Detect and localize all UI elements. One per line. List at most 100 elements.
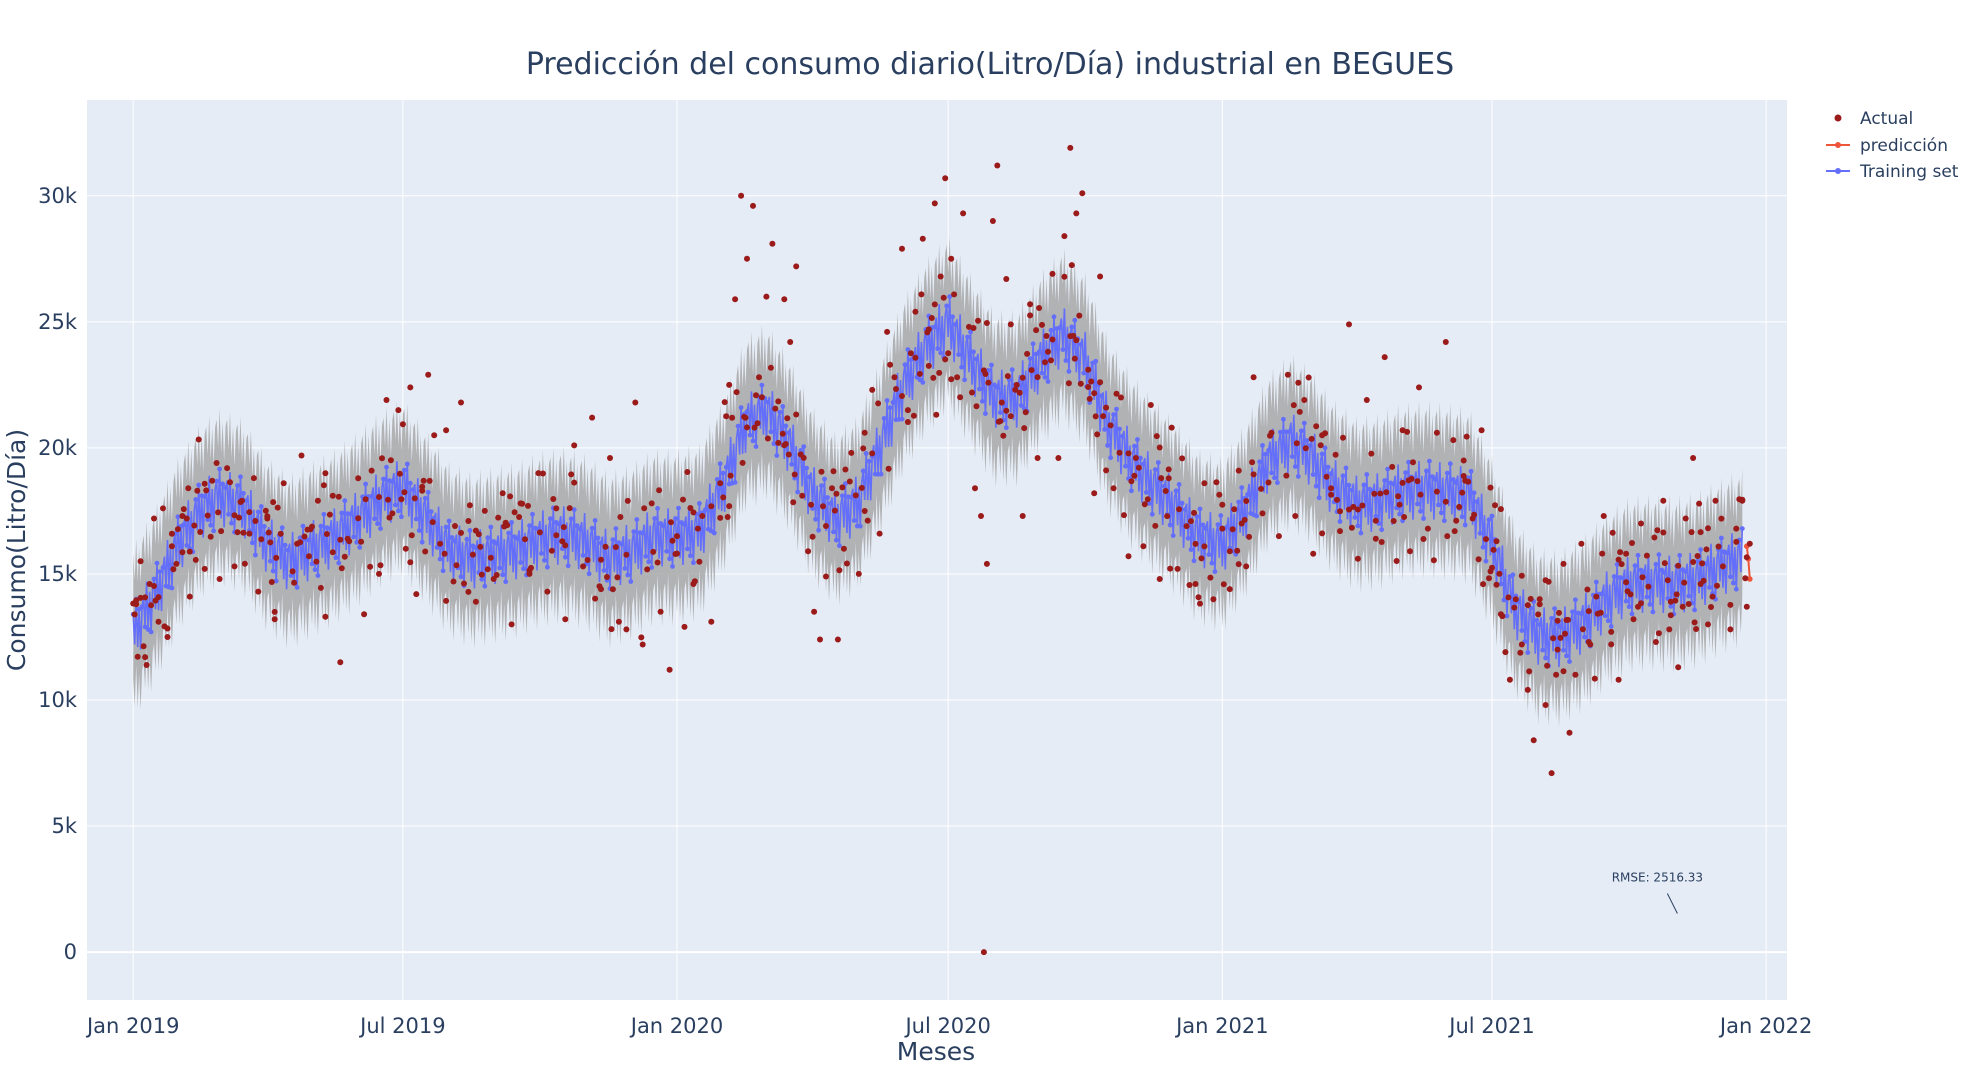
training-set-point [336, 560, 342, 566]
actual-point [1502, 649, 1509, 656]
training-set-point [610, 537, 616, 543]
actual-point [337, 536, 344, 543]
actual-point [396, 470, 403, 477]
training-set-point [458, 574, 464, 580]
actual-point [1517, 649, 1524, 656]
training-set-point [1030, 341, 1036, 347]
training-set-point [1650, 609, 1656, 615]
y-tick-label: 5k [51, 814, 77, 838]
legend-item-actual[interactable]: Actual [1834, 109, 1914, 129]
training-set-point [1599, 591, 1605, 596]
actual-point [1377, 490, 1384, 497]
training-set-point [747, 432, 753, 438]
actual-point [239, 497, 245, 504]
actual-point [201, 480, 208, 487]
training-set-point [801, 444, 807, 449]
actual-point [994, 162, 1001, 169]
actual-point [954, 374, 961, 381]
training-set-point [1415, 501, 1420, 507]
training-set-point [1495, 548, 1501, 553]
training-set-point [157, 569, 163, 574]
actual-point [648, 500, 655, 507]
training-set-point [673, 516, 678, 521]
actual-point [265, 529, 272, 536]
actual-point [793, 411, 800, 418]
actual-point [1019, 513, 1026, 519]
actual-point [790, 499, 797, 506]
training-set-point [920, 380, 926, 385]
actual-point [1164, 513, 1171, 520]
training-set-point [860, 468, 866, 474]
actual-point [1371, 490, 1378, 497]
actual-point [684, 469, 691, 475]
training-set-point [1018, 403, 1024, 408]
actual-point [1627, 591, 1634, 598]
training-set-point [965, 334, 970, 340]
actual-point [395, 407, 402, 414]
actual-point [598, 556, 604, 563]
actual-point [1113, 390, 1120, 397]
actual-point [1219, 525, 1226, 532]
training-set-point [774, 453, 780, 458]
legend-training-label: Training set [1859, 162, 1959, 182]
actual-point [174, 526, 181, 533]
actual-point [466, 502, 473, 509]
actual-point [146, 581, 153, 587]
actual-point [1019, 374, 1026, 381]
actual-point [317, 584, 324, 591]
actual-point [450, 578, 457, 585]
annotation-arrow [1666, 893, 1678, 914]
x-tick-label: Jan 2021 [1174, 1014, 1269, 1038]
training-set-point [503, 579, 509, 585]
training-set-point [1292, 464, 1298, 469]
actual-point [912, 354, 919, 361]
actual-point [674, 550, 680, 557]
actual-point [891, 374, 898, 381]
actual-point [809, 533, 816, 540]
actual-point [1268, 429, 1275, 436]
actual-point [989, 218, 996, 224]
actual-point [970, 325, 977, 331]
legend-item-prediccion[interactable]: predicción [1826, 136, 1948, 156]
training-set-point [339, 510, 345, 516]
training-set-point [601, 568, 607, 573]
legend-item-training-set[interactable]: Training set [1826, 162, 1959, 182]
actual-point [1615, 556, 1622, 563]
actual-point [1027, 301, 1034, 308]
actual-point [729, 414, 736, 421]
training-set-point [1704, 561, 1709, 567]
training-set-point [1319, 451, 1325, 457]
training-set-point [771, 441, 777, 447]
actual-point [1036, 305, 1043, 311]
training-set-point [422, 495, 428, 501]
actual-point [362, 496, 369, 503]
training-set-point [1519, 628, 1525, 633]
actual-point [1389, 463, 1396, 470]
actual-point [1085, 384, 1092, 390]
x-tick-label: Jul 2020 [903, 1014, 990, 1038]
actual-point [413, 591, 420, 598]
training-set-point [1263, 451, 1268, 457]
actual-point [1433, 488, 1440, 495]
training-set-point [464, 536, 470, 542]
actual-point [973, 403, 980, 410]
training-set-point [661, 523, 666, 529]
training-set-point [1310, 472, 1316, 477]
training-set-point [518, 560, 523, 565]
actual-point [680, 496, 686, 503]
actual-point [389, 510, 396, 517]
actual-point [426, 477, 433, 484]
actual-point [368, 467, 375, 474]
actual-point [186, 548, 193, 555]
actual-point [1618, 561, 1625, 568]
training-set-point [595, 535, 601, 541]
actual-point [1034, 374, 1041, 381]
training-set-point [1269, 470, 1274, 476]
actual-point [1407, 548, 1413, 555]
actual-point [784, 415, 791, 422]
actual-point [940, 294, 947, 301]
actual-point [407, 384, 414, 391]
x-tick-label: Jan 2019 [85, 1014, 180, 1038]
actual-point [472, 598, 479, 605]
actual-point [1317, 442, 1324, 449]
